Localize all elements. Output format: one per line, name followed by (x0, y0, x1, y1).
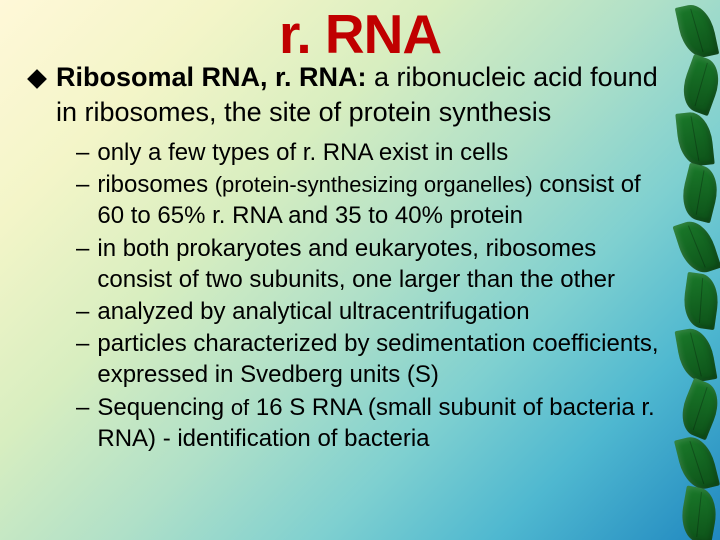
sub-text-part: Sequencing (97, 394, 230, 421)
slide: r. RNA Ribosomal RNA, r. RNA: a ribonucl… (0, 0, 720, 540)
sub-bullet-text: ribosomes (protein-synthesizing organell… (97, 169, 674, 231)
sub-bullet: –only a few types of r. RNA exist in cel… (76, 137, 674, 168)
leaf-border (678, 0, 720, 540)
main-bold: Ribosomal RNA, r. RNA: (56, 62, 374, 92)
sub-bullet: –in both prokaryotes and eukaryotes, rib… (76, 233, 674, 295)
dash-bullet-icon: – (76, 296, 89, 327)
sub-bullet-list: –only a few types of r. RNA exist in cel… (76, 137, 674, 454)
main-bullet-text: Ribosomal RNA, r. RNA: a ribonucleic aci… (56, 60, 674, 129)
sub-bullet-text: only a few types of r. RNA exist in cell… (97, 137, 674, 168)
leaf-icon (674, 378, 720, 441)
leaf-icon (675, 325, 718, 384)
dash-bullet-icon: – (76, 137, 89, 168)
sub-bullet-text: analyzed by analytical ultracentrifugati… (97, 296, 674, 327)
leaf-icon (680, 272, 720, 330)
slide-title: r. RNA (0, 2, 720, 66)
diamond-bullet-icon (27, 69, 47, 89)
sub-bullet-text: particles characterized by sedimentation… (97, 328, 674, 390)
sub-text-small: (protein-synthesizing organelles) (215, 172, 533, 197)
sub-bullet-text: in both prokaryotes and eukaryotes, ribo… (97, 233, 674, 295)
dash-bullet-icon: – (76, 233, 89, 264)
leaf-icon (675, 110, 714, 167)
sub-bullet: –analyzed by analytical ultracentrifugat… (76, 296, 674, 327)
sub-bullet: –Sequencing of 16 S RNA (small subunit o… (76, 392, 674, 454)
leaf-icon (677, 163, 720, 224)
sub-text-small: of (231, 395, 249, 420)
dash-bullet-icon: – (76, 169, 89, 200)
leaf-icon (678, 485, 720, 540)
slide-content: Ribosomal RNA, r. RNA: a ribonucleic aci… (28, 60, 674, 455)
dash-bullet-icon: – (76, 328, 89, 359)
sub-text-part: ribosomes (97, 171, 214, 198)
leaf-icon (672, 216, 720, 278)
sub-bullet: –particles characterized by sedimentatio… (76, 328, 674, 390)
sub-bullet-text: Sequencing of 16 S RNA (small subunit of… (97, 392, 674, 454)
dash-bullet-icon: – (76, 392, 89, 423)
leaf-icon (674, 433, 720, 494)
main-bullet: Ribosomal RNA, r. RNA: a ribonucleic aci… (28, 60, 674, 129)
sub-bullet: –ribosomes (protein-synthesizing organel… (76, 169, 674, 231)
